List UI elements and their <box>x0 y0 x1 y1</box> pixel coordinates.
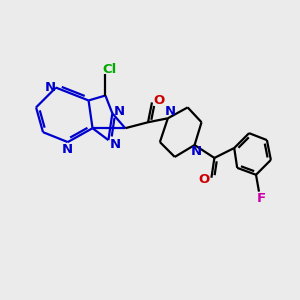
Text: O: O <box>153 94 164 107</box>
Text: N: N <box>191 146 202 158</box>
Text: N: N <box>62 142 73 155</box>
Text: Cl: Cl <box>102 63 116 76</box>
Text: N: N <box>114 105 125 118</box>
Text: N: N <box>110 138 121 151</box>
Text: O: O <box>199 173 210 186</box>
Text: N: N <box>164 105 175 118</box>
Text: F: F <box>256 192 266 205</box>
Text: N: N <box>44 81 56 94</box>
